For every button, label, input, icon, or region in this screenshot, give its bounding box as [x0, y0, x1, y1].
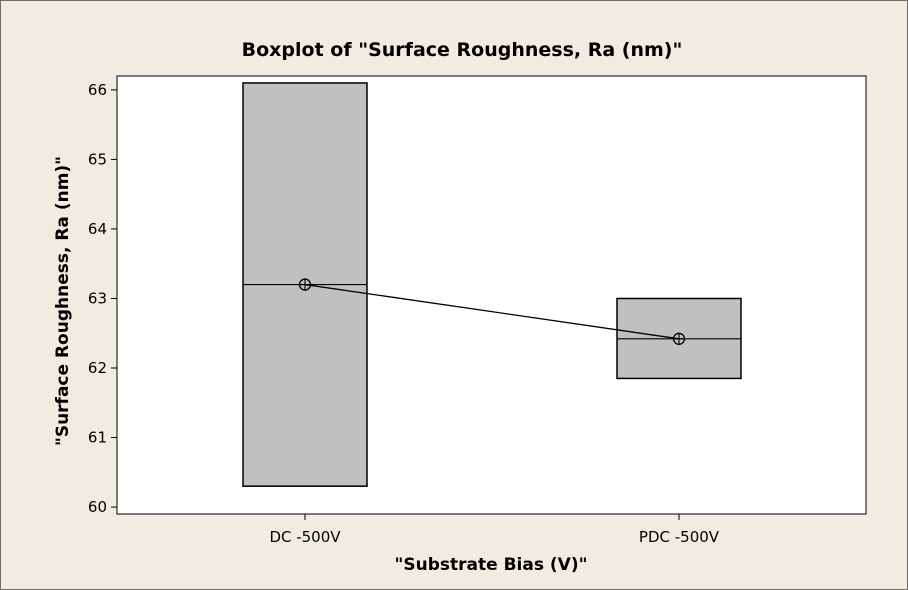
y-tick-label: 62	[88, 359, 107, 377]
y-tick-label: 64	[88, 220, 107, 238]
y-tick-label: 63	[88, 289, 107, 307]
y-tick-label: 61	[88, 429, 107, 447]
chart-title: Boxplot of "Surface Roughness, Ra (nm)"	[242, 39, 683, 61]
x-tick-label: DC -500V	[269, 528, 341, 546]
x-axis: DC -500V PDC -500V	[269, 514, 720, 546]
x-tick-label: PDC -500V	[639, 528, 720, 546]
y-tick-label: 65	[88, 150, 107, 168]
mean-connect-line	[304, 283, 680, 340]
x-axis-label: "Substrate Bias (V)"	[395, 555, 588, 575]
y-axis-label: "Surface Roughness, Ra (nm)"	[53, 156, 73, 446]
y-tick-label: 60	[88, 498, 107, 516]
y-tick-label: 66	[88, 81, 107, 99]
y-axis: 60 61 62 63 64 65 66	[88, 81, 117, 516]
plot-area	[116, 75, 867, 515]
boxes	[242, 82, 742, 487]
